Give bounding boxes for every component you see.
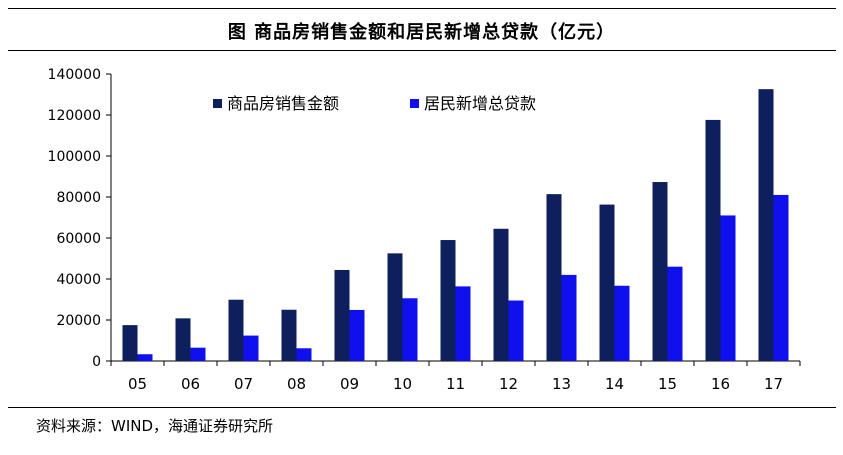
x-tick-label: 16 bbox=[711, 375, 730, 393]
y-axis: 140000 120000 100000 80000 60000 40000 20000 0 bbox=[48, 67, 112, 370]
legend-swatch bbox=[213, 99, 222, 108]
x-tick-label: 09 bbox=[340, 375, 359, 393]
x-axis: 05 06 07 08 09 10 11 12 13 14 15 16 17 bbox=[110, 360, 801, 393]
x-tick-label: 15 bbox=[658, 375, 677, 393]
x-tick-label: 17 bbox=[764, 375, 783, 393]
x-tick-label: 13 bbox=[552, 375, 571, 393]
bar-loans-10 bbox=[402, 298, 418, 361]
source-note: 资料来源：WIND，海通证券研究所 bbox=[36, 417, 274, 435]
y-tick-label: 80000 bbox=[56, 190, 101, 206]
x-tick-label: 07 bbox=[234, 375, 253, 393]
y-tick-label: 60000 bbox=[56, 231, 101, 247]
bar-loans-07 bbox=[243, 335, 259, 361]
y-tick-label: 0 bbox=[92, 354, 101, 370]
bar-sales-09 bbox=[334, 269, 350, 361]
bar-sales-17 bbox=[758, 89, 774, 362]
legend-label: 居民新增总贷款 bbox=[424, 94, 536, 113]
bar-sales-08 bbox=[281, 309, 297, 361]
legend-label: 商品房销售金额 bbox=[227, 94, 339, 113]
bar-sales-10 bbox=[387, 253, 403, 361]
bar-loans-09 bbox=[349, 309, 365, 361]
bar-loans-13 bbox=[561, 274, 577, 361]
bar-sales-05 bbox=[122, 325, 138, 361]
bar-loans-06 bbox=[190, 347, 206, 361]
x-tick-label: 12 bbox=[499, 375, 518, 393]
bar-sales-16 bbox=[705, 119, 721, 361]
bar-loans-08 bbox=[296, 348, 312, 361]
bar-sales-14 bbox=[599, 204, 615, 361]
bar-sales-13 bbox=[546, 194, 562, 361]
bar-sales-12 bbox=[493, 228, 509, 361]
y-tick-label: 40000 bbox=[56, 272, 101, 288]
bar-sales-06 bbox=[175, 318, 191, 361]
y-tick-label: 20000 bbox=[56, 313, 101, 329]
legend-swatch bbox=[410, 99, 419, 108]
bar-loans-11 bbox=[455, 286, 471, 361]
x-tick-label: 06 bbox=[181, 375, 200, 393]
y-tick-label: 100000 bbox=[48, 149, 101, 165]
bar-loans-17 bbox=[773, 194, 789, 361]
bar-sales-07 bbox=[228, 299, 244, 361]
legend: 商品房销售金额 居民新增总贷款 bbox=[213, 94, 536, 113]
y-tick-label: 140000 bbox=[48, 67, 101, 83]
bar-loans-15 bbox=[667, 266, 683, 361]
bottom-rule bbox=[8, 407, 836, 408]
chart-title: 图 商品房销售金额和居民新增总贷款（亿元） bbox=[227, 22, 616, 43]
bar-loans-14 bbox=[614, 285, 630, 361]
bar-sales-15 bbox=[652, 182, 668, 361]
bar-loans-16 bbox=[720, 215, 736, 361]
x-tick-label: 14 bbox=[605, 375, 624, 393]
bars bbox=[122, 89, 789, 362]
bar-loans-05 bbox=[137, 354, 153, 361]
x-tick-label: 11 bbox=[446, 375, 465, 393]
bar-chart: 140000120000100000800006000040000200000 … bbox=[48, 67, 801, 393]
y-tick-label: 120000 bbox=[48, 108, 101, 124]
top-rule bbox=[8, 8, 836, 9]
bar-loans-12 bbox=[508, 300, 524, 361]
x-tick-label: 10 bbox=[393, 375, 412, 393]
title-rule bbox=[8, 50, 836, 51]
x-tick-label: 08 bbox=[287, 375, 306, 393]
bar-sales-11 bbox=[440, 240, 456, 361]
x-tick-label: 05 bbox=[128, 375, 147, 393]
